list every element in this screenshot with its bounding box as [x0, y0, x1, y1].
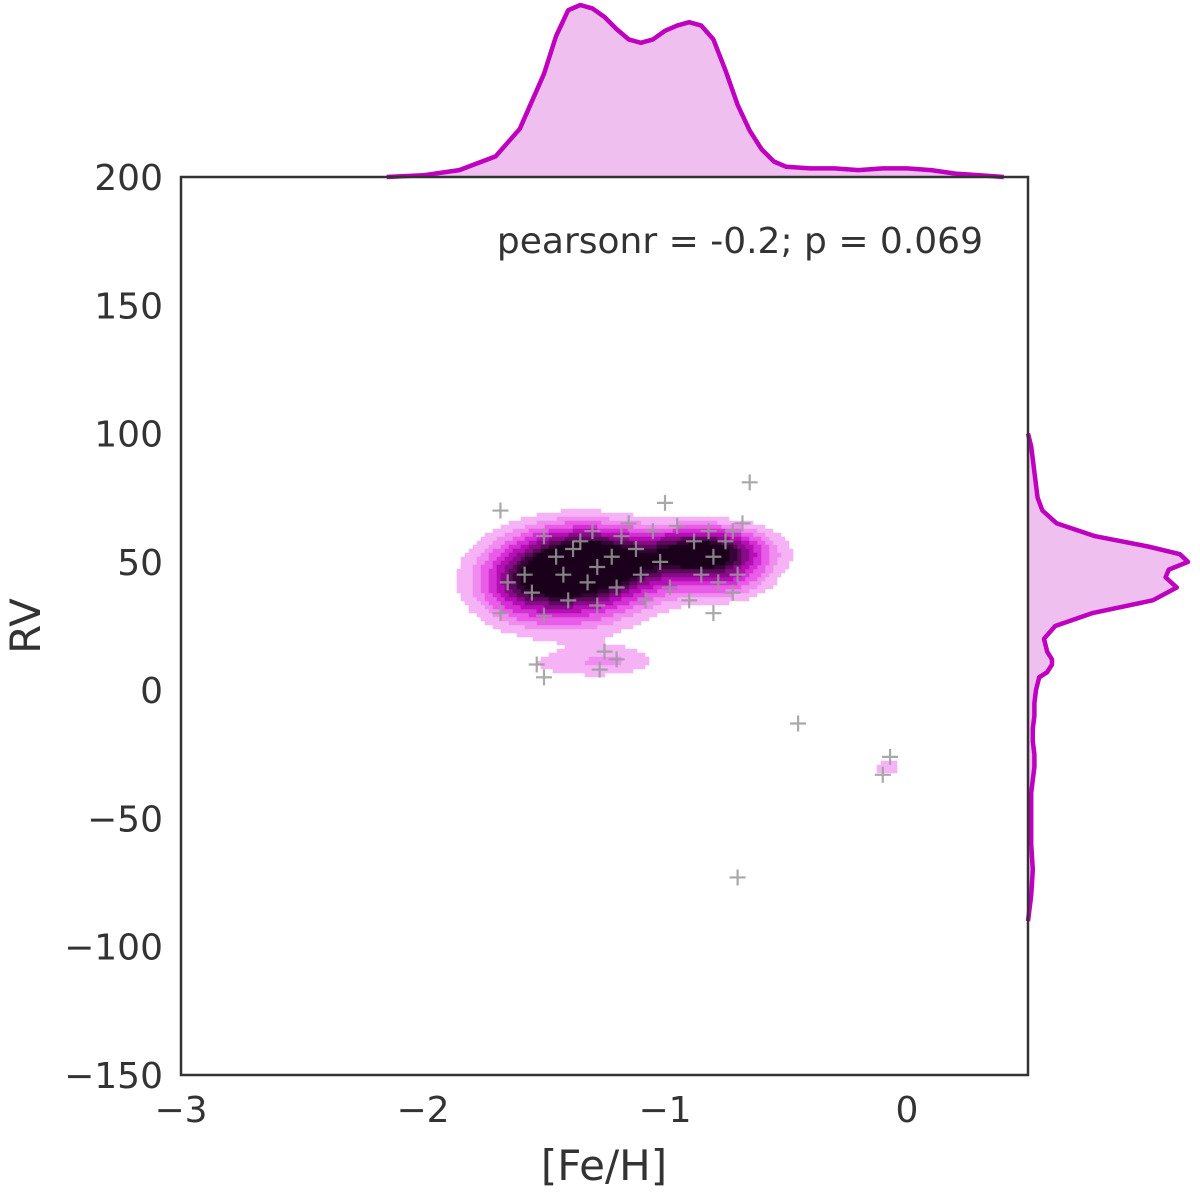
x-tick-label: −1 — [638, 1090, 691, 1131]
data-point — [589, 558, 606, 575]
x-marginal-line — [386, 2, 1004, 180]
data-point — [579, 574, 596, 591]
data-point — [669, 517, 686, 534]
data-point — [729, 869, 746, 886]
data-point — [548, 548, 565, 565]
data-point — [644, 523, 661, 540]
y-tick-label: 50 — [117, 543, 163, 584]
data-point — [555, 566, 572, 583]
x-axis-title: [Fe/H] — [541, 1141, 667, 1190]
data-point — [652, 553, 669, 570]
y-tick-label: −50 — [87, 799, 163, 840]
data-point — [686, 533, 703, 550]
data-point — [603, 548, 620, 565]
data-point — [536, 607, 552, 624]
data-point — [492, 502, 509, 519]
x-marginal-density — [386, 2, 1004, 180]
data-point — [572, 533, 589, 550]
kde-contours — [456, 508, 898, 774]
data-point — [596, 643, 613, 660]
y-tick-label: 200 — [94, 158, 163, 199]
data-point — [657, 494, 673, 511]
data-point — [516, 566, 533, 583]
y-tick-label: 150 — [94, 286, 163, 327]
data-point — [741, 474, 758, 491]
data-point — [565, 541, 582, 558]
data-point — [724, 584, 741, 601]
data-point — [705, 605, 722, 622]
data-point — [717, 533, 734, 550]
data-point — [608, 651, 625, 668]
data-point — [499, 574, 516, 591]
y-axis-title: RV — [1, 598, 50, 654]
y-marginal-line — [1025, 433, 1191, 922]
data-point — [632, 566, 649, 583]
data-point — [705, 548, 722, 565]
y-tick-label: −100 — [64, 928, 163, 969]
data-point — [681, 592, 698, 609]
scatter-points — [492, 474, 899, 886]
y-marginal-density — [1025, 433, 1191, 922]
y-marginal-fill — [1028, 433, 1188, 922]
data-point — [492, 605, 509, 622]
data-point — [620, 515, 637, 532]
data-point — [627, 541, 644, 558]
data-point — [560, 592, 577, 609]
data-point — [710, 574, 727, 591]
data-point — [661, 579, 678, 596]
x-tick-label: −3 — [154, 1090, 207, 1131]
y-tick-label: 0 — [140, 671, 163, 712]
data-point — [591, 661, 608, 678]
data-point — [584, 523, 601, 540]
data-point — [528, 656, 545, 673]
pearson-annotation: pearsonr = -0.2; p = 0.069 — [497, 221, 983, 262]
data-point — [874, 766, 891, 783]
data-point — [536, 528, 552, 545]
data-point — [536, 669, 552, 686]
data-point — [790, 715, 807, 732]
data-point — [700, 523, 717, 540]
y-tick-label: −150 — [64, 1056, 163, 1097]
x-tick-labels: −3 −2 −1 0 — [154, 1090, 918, 1131]
y-tick-labels: 200 150 100 50 0 −50 −100 −150 — [64, 158, 163, 1097]
x-tick-label: 0 — [896, 1090, 919, 1131]
data-point — [637, 592, 654, 609]
data-point — [729, 566, 746, 583]
data-point — [882, 748, 899, 765]
data-point — [724, 523, 741, 540]
x-marginal-fill — [386, 5, 1004, 177]
y-tick-label: 100 — [94, 415, 163, 456]
data-point — [523, 584, 540, 601]
data-point — [608, 579, 625, 596]
plot-frame — [179, 175, 1030, 1077]
data-point — [734, 515, 751, 532]
data-point — [693, 566, 710, 583]
data-point — [613, 528, 630, 545]
x-tick-label: −2 — [396, 1090, 449, 1131]
data-point — [589, 597, 606, 614]
